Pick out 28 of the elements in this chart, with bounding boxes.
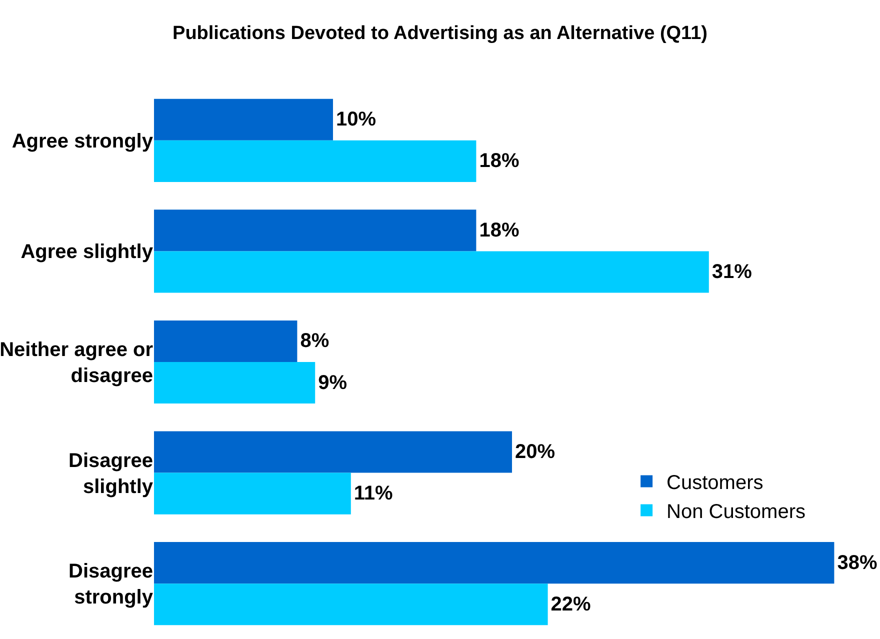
legend-label: Non Customers — [666, 501, 806, 524]
y-tick-label: Disagree strongly — [68, 560, 154, 609]
data-label: 11% — [354, 482, 394, 505]
data-label: 8% — [300, 330, 330, 352]
data-label: 18% — [479, 150, 520, 172]
data-label: 10% — [336, 108, 376, 131]
bar — [154, 542, 834, 584]
bar — [154, 362, 316, 404]
data-label: 38% — [837, 552, 878, 574]
bar — [154, 320, 298, 362]
chart-title: Publications Devoted to Advertising as an Alternative (Q11) — [172, 22, 708, 44]
data-label: 31% — [712, 260, 752, 283]
y-tick-label: Neither agree or disagree — [0, 339, 154, 387]
y-tick-label: Disagree slightly — [68, 450, 154, 498]
bar — [154, 210, 476, 252]
data-label: 20% — [515, 441, 556, 464]
data-label: 18% — [479, 219, 520, 242]
y-tick-label: Agree strongly — [12, 130, 154, 152]
bar — [154, 251, 709, 293]
bar — [154, 584, 548, 626]
bar — [154, 140, 476, 182]
bar — [154, 431, 512, 473]
data-label: 9% — [318, 372, 348, 394]
data-label: 22% — [550, 593, 592, 616]
y-tick-label: Agree slightly — [20, 241, 154, 264]
bar — [154, 98, 333, 140]
bar — [154, 472, 351, 514]
legend-label: Customers — [666, 472, 764, 494]
